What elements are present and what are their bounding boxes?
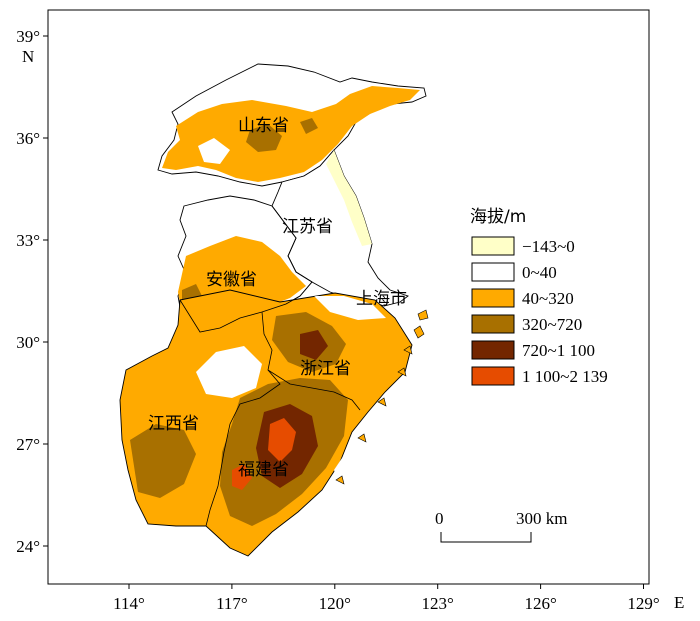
island [357, 433, 367, 443]
plot-frame [47, 9, 650, 585]
scale-bar-line [440, 532, 532, 543]
legend-label: 1 100~2 139 [522, 367, 608, 386]
shandong-peak-patch-2 [300, 118, 318, 134]
region-label-jiangxi: 江西省 [148, 414, 199, 434]
legend-label: −143~0 [522, 237, 575, 256]
island [335, 475, 345, 485]
shandong-peak-patch [246, 124, 282, 152]
region-label-zhejiang: 浙江省 [300, 359, 351, 379]
legend-label: 0~40 [522, 263, 557, 282]
border-zhejiang-fujian [267, 369, 361, 411]
south-relief [130, 296, 386, 526]
y-tick-label: 30° [16, 333, 40, 352]
jiangsu-coastal-strip [326, 150, 372, 246]
x-tick-label: 123° [422, 594, 454, 613]
wuyi-peaks [268, 418, 296, 462]
legend-swatch [471, 236, 515, 256]
island [377, 397, 387, 407]
legend-label: 320~720 [522, 315, 582, 334]
x-tick-label: 117° [216, 594, 248, 613]
island [403, 345, 413, 355]
east-label: E [674, 593, 684, 612]
legend-items: −143~0 0~40 40~320 320~720 720~1 100 1 100~2 … [471, 236, 608, 386]
zhejiang-high-ridge [300, 330, 328, 360]
border-jiangxi-zhejiang-fujian [205, 311, 281, 527]
y-tick-label: 24° [16, 537, 40, 556]
north-label: N [22, 47, 34, 66]
province-borders [179, 205, 361, 527]
x-tick-label: 120° [319, 594, 351, 613]
legend-swatch [471, 314, 515, 334]
legend-swatch [471, 288, 515, 308]
y-tick-label: 36° [16, 129, 40, 148]
legend-swatch [471, 366, 515, 386]
legend-label: 40~320 [522, 289, 574, 308]
region-label-fujian: 福建省 [238, 460, 289, 480]
poyang-lowland [196, 346, 262, 398]
coastal-islands [335, 309, 429, 485]
x-tick-label: 129° [627, 594, 659, 613]
legend-swatch [471, 340, 515, 360]
island [397, 367, 407, 377]
zhejiang-north-plain [314, 296, 386, 320]
y-tick-label: 27° [16, 435, 40, 454]
legend-swatch [471, 262, 515, 282]
border-anhui-south [179, 281, 313, 333]
legend-title: 海拔/m [470, 207, 526, 227]
y-tick-label: 39° [16, 27, 40, 46]
shandong-uplands [162, 86, 420, 182]
jiangxi-south-uplands [130, 424, 196, 498]
island [417, 309, 429, 321]
region-label-shanghai: 上海市 [356, 289, 407, 309]
y-axis: 39° 36° 33° 30° 27° 24° [16, 27, 48, 556]
region-labels: 山东省 江苏省 安徽省 上海市 浙江省 江西省 福建省 [148, 116, 407, 480]
wuyi-peaks-2 [232, 464, 252, 490]
island [413, 325, 425, 339]
scale-bar-start: 0 [435, 509, 444, 528]
scale-bar: 0 300 km [435, 509, 567, 543]
y-tick-label: 33° [16, 231, 40, 250]
x-axis: 114° 117° 120° 123° 126° 129° [113, 584, 660, 613]
region-label-jiangsu: 江苏省 [282, 217, 333, 237]
map-area [119, 63, 427, 557]
border-anhui-jiangsu [271, 205, 313, 283]
legend: 海拔/m −143~0 0~40 40~320 320~720 720~1 100 1 1… [470, 207, 608, 386]
region-label-anhui: 安徽省 [206, 270, 257, 290]
x-tick-label: 114° [113, 594, 145, 613]
scale-bar-end: 300 km [516, 509, 567, 528]
legend-label: 720~1 100 [522, 341, 595, 360]
region-label-shandong: 山东省 [238, 116, 289, 136]
shandong-lowland-patch [198, 138, 230, 164]
x-tick-label: 126° [524, 594, 556, 613]
